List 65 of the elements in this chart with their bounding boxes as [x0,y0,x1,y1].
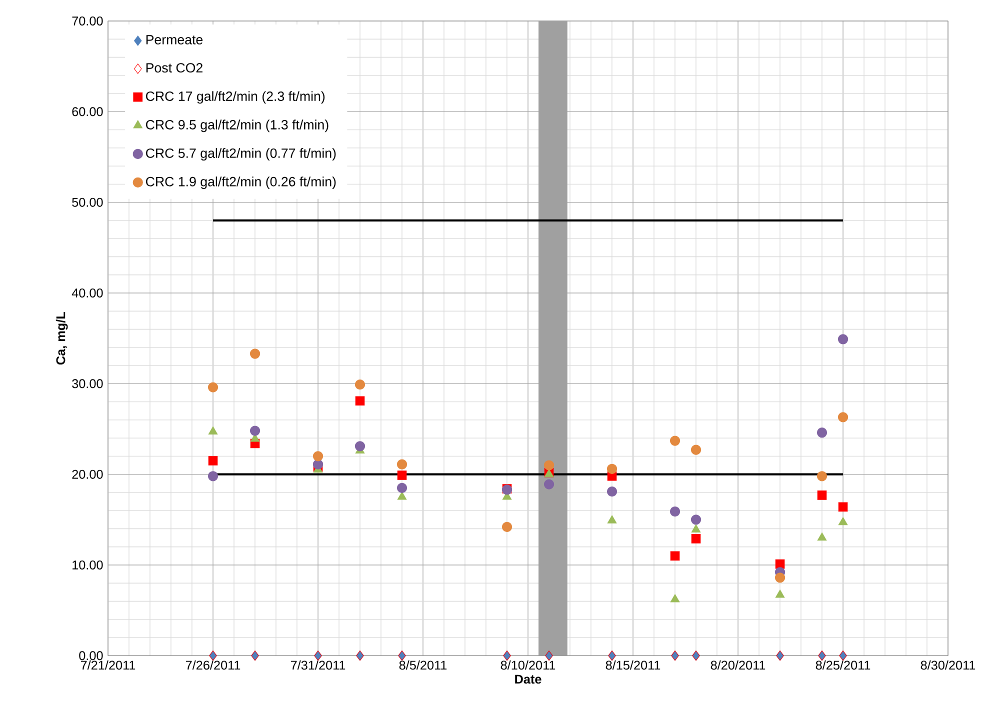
point [502,522,512,532]
y-tick-label: 0.00 [79,651,103,660]
x-tick-label: 8/15/2011 [606,660,660,670]
x-tick-label: 8/25/2011 [816,660,870,670]
legend-label: CRC 17 gal/ft2/min (2.3 ft/min) [146,91,325,104]
x-tick-label: 7/21/2011 [80,660,136,670]
point [208,382,218,392]
point [544,479,554,490]
legend-label: CRC 5.7 gal/ft2/min (0.77 ft/min) [146,148,336,161]
point [544,460,554,470]
point [354,380,366,390]
point [397,470,407,480]
point [690,444,702,455]
x-tick-label: 7/26/2011 [186,660,240,670]
point [250,348,260,359]
point [670,594,680,602]
y-tick-label: 70.00 [72,16,103,26]
point [691,534,701,544]
point [606,464,618,474]
point [838,412,848,422]
point [670,436,680,446]
point [670,551,680,561]
x-axis-title: Date [515,674,542,684]
y-tick-label: 50.00 [72,198,103,207]
y-tick-label: 30.00 [72,379,103,388]
x-tick-label: 8/10/2011 [500,660,556,670]
point [354,441,366,452]
point [690,514,702,525]
point [775,590,785,598]
point [208,456,218,466]
y-tick-label: 40.00 [72,288,103,298]
x-tick-label: 8/20/2011 [710,660,766,670]
y-tick-label: 10.00 [72,560,103,570]
point [312,451,324,462]
point [208,426,218,435]
x-tick-label: 8/30/2011 [920,660,976,670]
point [208,471,218,482]
x-tick-label: 7/31/2011 [290,660,346,670]
point [816,428,828,438]
point [607,515,617,524]
legend-label: CRC 9.5 gal/ft2/min (1.3 ft/min) [146,120,328,132]
y-tick-label: 60.00 [72,107,103,116]
point [817,490,827,500]
point [817,532,827,541]
point [606,486,618,497]
point [774,572,786,583]
point [838,334,848,344]
point [816,471,828,482]
y-axis-title: Ca, mg/L [56,312,68,365]
point [250,426,260,436]
point [838,502,848,512]
legend-label: Post CO2 [146,63,202,73]
point [691,524,701,532]
legend-label: CRC 1.9 gal/ft2/min (0.26 ft/min) [146,176,336,189]
y-tick-label: 20.00 [72,470,103,479]
point [396,459,408,470]
point [838,517,848,526]
point [396,482,408,493]
point [397,492,407,500]
point [355,396,365,406]
x-tick-label: 8/5/2011 [399,660,447,670]
legend-label: Permeate [146,35,203,44]
point [670,506,680,517]
point [775,559,785,569]
point [312,459,324,470]
